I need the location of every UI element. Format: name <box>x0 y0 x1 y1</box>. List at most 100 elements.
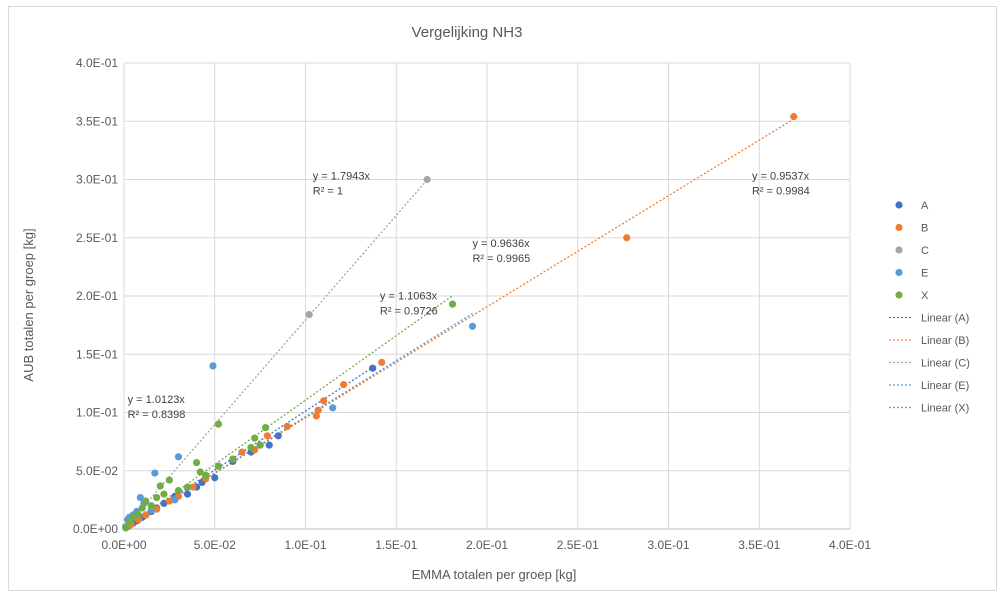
point-series-e <box>174 453 183 461</box>
point-series-a <box>160 499 168 507</box>
y-tick-label: 1.0E-01 <box>76 406 118 420</box>
legend-label: Linear (X) <box>921 403 969 415</box>
gridlines <box>123 62 851 530</box>
point-series-x <box>165 476 173 484</box>
y-axis-title: AUB totalen per groep [kg] <box>21 228 36 381</box>
trendline-linearb <box>123 118 795 530</box>
point-series-e <box>329 404 337 412</box>
trendline-r2: R² = 0.9984 <box>752 186 810 198</box>
x-tick-label: 3.5E-01 <box>738 538 780 552</box>
legend-label: C <box>921 245 929 257</box>
point-series-x <box>214 462 222 470</box>
trendline-equation: y = 1.1063x <box>380 290 438 302</box>
point-series-a <box>369 364 377 372</box>
trendline-r2: R² = 1 <box>313 186 343 198</box>
point-series-a <box>211 474 219 482</box>
point-series-b <box>189 483 197 491</box>
point-series-b <box>263 432 271 440</box>
chart-frame: Vergelijking NH3 0.0E+00 5.0E-02 1.0E-01 1.… <box>8 6 997 591</box>
point-series-b <box>238 448 246 456</box>
legend-marker-a <box>895 201 903 209</box>
trendline-linearx <box>123 295 453 530</box>
point-series-x <box>229 455 237 463</box>
legend-label: Linear (C) <box>921 358 970 370</box>
chart-title: Vergelijking NH3 <box>412 24 523 41</box>
trendline-lineare <box>123 312 473 530</box>
trendline-equation: y = 0.9537x <box>752 171 810 183</box>
point-series-x <box>193 458 201 467</box>
point-series-x <box>160 490 168 498</box>
point-series-x <box>156 482 164 490</box>
point-series-b <box>142 511 150 519</box>
point-series-x <box>122 524 130 532</box>
point-series-b <box>314 406 322 414</box>
legend-label: B <box>921 223 928 235</box>
y-tick-label: 3.5E-01 <box>76 114 118 128</box>
x-tick-label: 2.0E-01 <box>466 538 508 552</box>
point-series-a <box>265 441 273 449</box>
point-series-b <box>378 358 386 367</box>
point-series-x <box>247 443 255 452</box>
trendlines <box>123 118 795 530</box>
x-tick-label: 4.0E-01 <box>829 538 871 552</box>
point-series-a <box>274 432 282 440</box>
y-tick-label: 3.0E-01 <box>76 173 118 187</box>
axes: 0.0E+00 5.0E-02 1.0E-01 1.5E-01 2.0E-01 2.5E-… <box>73 56 871 552</box>
legend-label: A <box>921 200 929 212</box>
legend-marker-e <box>895 268 903 277</box>
legend-marker-b <box>895 223 903 232</box>
x-tick-label: 3.0E-01 <box>647 538 689 552</box>
point-series-x <box>183 483 192 491</box>
point-series-x <box>129 513 137 521</box>
x-tick-label: 5.0E-02 <box>194 538 236 552</box>
point-series-c <box>423 175 431 184</box>
y-tick-label: 2.5E-01 <box>76 231 118 245</box>
point-series-b <box>312 412 320 420</box>
point-series-e <box>136 493 144 502</box>
point-series-x <box>153 493 161 502</box>
point-series-b <box>320 397 328 405</box>
point-series-e <box>209 362 217 370</box>
y-tick-label: 2.0E-01 <box>76 289 118 303</box>
legend-label: Linear (A) <box>921 313 969 325</box>
x-tick-label: 0.0E+00 <box>101 538 146 552</box>
x-tick-label: 2.5E-01 <box>557 538 599 552</box>
point-series-x <box>261 424 270 432</box>
point-series-x <box>196 468 204 476</box>
point-series-x <box>256 441 264 449</box>
legend-label: E <box>921 268 928 280</box>
point-series-b <box>623 234 631 242</box>
point-series-x <box>142 497 150 505</box>
y-tick-label: 5.0E-02 <box>76 464 118 478</box>
point-series-e <box>171 496 179 504</box>
legend-label: X <box>921 290 929 302</box>
point-series-b <box>153 505 161 513</box>
trendline-r2: R² = 0.9726 <box>380 305 438 317</box>
trendline-equation: y = 1.0123x <box>128 394 186 406</box>
point-series-e <box>468 322 477 330</box>
point-series-x <box>134 511 143 519</box>
point-series-b <box>165 497 173 505</box>
point-series-b <box>790 112 798 121</box>
point-series-b <box>283 422 291 431</box>
point-series-x <box>202 471 210 480</box>
trendline-equation: y = 0.9636x <box>472 238 530 250</box>
data-points <box>122 112 798 532</box>
trendline-labels: y = 1.0123x R² = 0.8398 y = 0.9537x R² = 0.… <box>128 171 810 422</box>
point-series-x <box>448 300 457 308</box>
point-series-b <box>340 380 348 389</box>
legend-marker-c <box>895 246 903 254</box>
point-series-x <box>147 502 155 510</box>
legend-label: Linear (B) <box>921 335 969 347</box>
legend-label: Linear (E) <box>921 380 969 392</box>
x-tick-label: 1.0E-01 <box>284 538 326 552</box>
legend-marker-x <box>895 291 903 299</box>
point-series-x <box>214 420 222 428</box>
point-series-x <box>138 504 146 512</box>
scatter-chart: Vergelijking NH3 0.0E+00 5.0E-02 1.0E-01 1.… <box>21 24 970 582</box>
y-tick-label: 1.5E-01 <box>76 347 118 361</box>
y-tick-label: 0.0E+00 <box>73 522 118 536</box>
point-series-x <box>174 486 183 495</box>
point-series-e <box>151 469 159 477</box>
